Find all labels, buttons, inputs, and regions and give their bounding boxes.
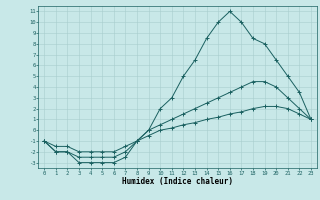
X-axis label: Humidex (Indice chaleur): Humidex (Indice chaleur) <box>122 177 233 186</box>
